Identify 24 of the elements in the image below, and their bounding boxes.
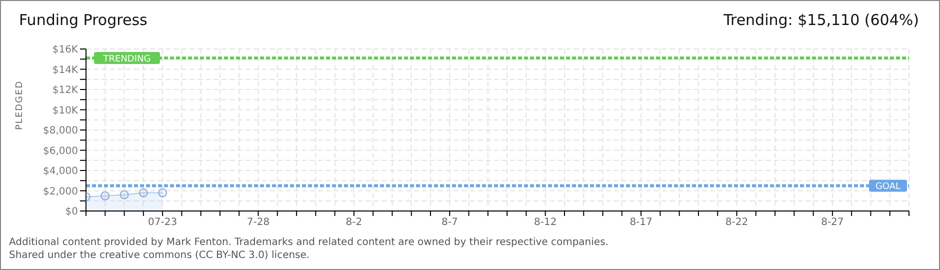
x-tick-label: 8-2 — [346, 217, 362, 228]
y-tick-label: $6,000 — [43, 146, 78, 157]
x-tick-label: 8-12 — [534, 217, 557, 228]
y-tick-label: $14K — [52, 64, 78, 76]
text: Shared under the creative commons (CC BY-NC 3.0) license. — [9, 249, 311, 262]
y-tick-label: $12K — [52, 85, 78, 96]
ref-line-label: TRENDING — [102, 54, 151, 65]
chart-title: Funding Progress — [19, 11, 148, 29]
ref-line-label: GOAL — [875, 182, 901, 192]
y-axis-title: PLEDGED — [15, 80, 26, 130]
text: Additional content provided by Mark Fenton. Trademarks and related content are owned by their respective companies. — [9, 236, 608, 249]
y-tick-label: $0 — [65, 206, 78, 218]
y-tick-label: $16K — [52, 44, 78, 56]
y-tick-label: $10K — [52, 105, 78, 116]
x-tick-label: 7-28 — [246, 217, 270, 228]
y-tick-label: $8,000 — [43, 126, 78, 137]
y-tick-label: $2,000 — [43, 186, 78, 198]
text: Trending: $15,110 (604%) — [724, 11, 919, 29]
x-tick-label: 8-22 — [725, 217, 748, 228]
x-tick-label: 07-23 — [148, 217, 178, 228]
x-tick-label: 8-7 — [441, 217, 458, 228]
x-tick-label: 8-27 — [821, 217, 844, 228]
y-tick-label: $4,000 — [43, 166, 78, 178]
x-tick-label: 8-17 — [630, 217, 652, 228]
